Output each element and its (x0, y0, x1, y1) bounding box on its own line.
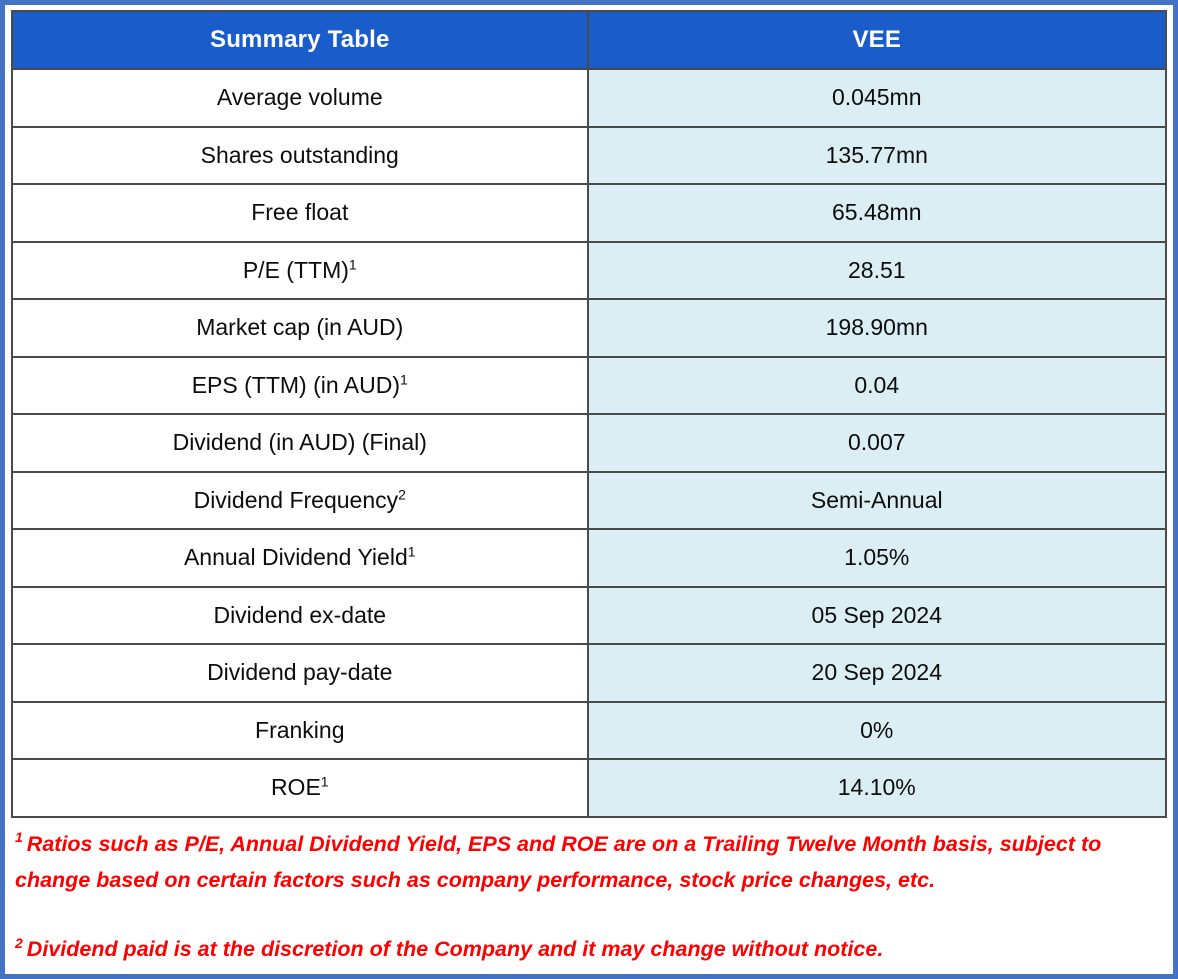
metric-value-cell: 28.51 (586, 240, 1168, 300)
metric-label-cell: EPS (TTM) (in AUD)1 (11, 355, 589, 415)
metric-value: 28.51 (847, 256, 906, 283)
header-row: Summary Table VEE (11, 10, 1168, 70)
table-row: Dividend pay-date 20 Sep 2024 (11, 643, 1168, 703)
metric-value: 65.48mn (832, 199, 922, 226)
header-cell-ticker: VEE (586, 10, 1168, 70)
metric-label: Shares outstanding (200, 141, 399, 168)
table-row: Franking 0% (11, 700, 1168, 760)
metric-label: Dividend ex-date (213, 601, 387, 628)
metric-label: Annual Dividend Yield (183, 544, 408, 571)
metric-label: Free float (251, 199, 349, 226)
metric-value: 0.04 (854, 371, 900, 398)
metric-label-cell: Free float (11, 183, 589, 243)
footnote-superscript: 1 (15, 829, 23, 846)
metric-value: 135.77mn (825, 141, 928, 168)
metric-label: Average volume (216, 84, 383, 111)
metric-value: 20 Sep 2024 (811, 659, 942, 686)
footnote-text: Ratios such as P/E, Annual Dividend Yiel… (15, 831, 1102, 893)
metric-value-cell: 05 Sep 2024 (586, 585, 1168, 645)
footnote: 1 Ratios such as P/E, Annual Dividend Yie… (15, 826, 1163, 900)
metric-value-cell: 1.05% (586, 528, 1168, 588)
metric-value-cell: 0.045mn (586, 68, 1168, 128)
metric-value: 0% (860, 716, 894, 743)
metric-label-superscript: 1 (348, 256, 357, 273)
metric-value: 198.90mn (825, 314, 928, 341)
metric-label: Dividend Frequency (193, 486, 399, 513)
metric-label: EPS (TTM) (in AUD) (191, 371, 400, 398)
table-row: Dividend ex-date 05 Sep 2024 (11, 585, 1168, 645)
metric-label-cell: Average volume (11, 68, 589, 128)
metric-label-superscript: 1 (320, 773, 329, 790)
metric-value: 0.045mn (832, 84, 922, 111)
table-row: Market cap (in AUD) 198.90mn (11, 298, 1168, 358)
table-row: ROE1 14.10% (11, 758, 1168, 818)
table-row: Free float 65.48mn (11, 183, 1168, 243)
table-row: Shares outstanding 135.77mn (11, 125, 1168, 185)
table-row: Annual Dividend Yield1 1.05% (11, 528, 1168, 588)
table-row: P/E (TTM)1 28.51 (11, 240, 1168, 300)
metric-value-cell: 135.77mn (586, 125, 1168, 185)
metric-label: ROE (270, 774, 321, 801)
table-row: EPS (TTM) (in AUD)1 0.04 (11, 355, 1168, 415)
metric-value: Semi-Annual (810, 486, 943, 513)
metric-value: 0.007 (847, 429, 906, 456)
metric-value: 1.05% (844, 544, 910, 571)
metric-label-cell: ROE1 (11, 758, 589, 818)
metric-label: Market cap (in AUD) (196, 314, 404, 341)
table-row: Dividend (in AUD) (Final) 0.007 (11, 413, 1168, 473)
metric-label: Franking (255, 716, 345, 743)
metric-label: Dividend pay-date (207, 659, 393, 686)
metric-value-cell: 65.48mn (586, 183, 1168, 243)
metric-label-superscript: 2 (398, 486, 406, 503)
header-cell-summary-table: Summary Table (11, 10, 589, 70)
metric-value-cell: 0.04 (586, 355, 1168, 415)
metric-label-cell: Dividend pay-date (11, 643, 589, 703)
metric-label-cell: Market cap (in AUD) (11, 298, 589, 358)
metric-label-superscript: 1 (407, 543, 416, 560)
metric-value-cell: 198.90mn (586, 298, 1168, 358)
footnote-superscript: 2 (15, 935, 23, 952)
metric-value: 05 Sep 2024 (811, 601, 942, 628)
metric-label-cell: P/E (TTM)1 (11, 240, 589, 300)
metric-label: Dividend (in AUD) (Final) (172, 429, 427, 456)
summary-table: Summary Table VEE Average volume 0.045mn… (11, 10, 1168, 818)
metric-label-superscript: 1 (400, 371, 408, 388)
table-row: Dividend Frequency2 Semi-Annual (11, 470, 1168, 530)
metric-value-cell: 14.10% (586, 758, 1168, 818)
metric-label-cell: Dividend ex-date (11, 585, 589, 645)
metric-value-cell: 0.007 (586, 413, 1168, 473)
metric-label: P/E (TTM) (242, 256, 349, 283)
footnote-text: Dividend paid is at the discretion of th… (26, 937, 884, 962)
metric-label-cell: Shares outstanding (11, 125, 589, 185)
metric-label-cell: Annual Dividend Yield1 (11, 528, 589, 588)
metric-label-cell: Franking (11, 700, 589, 760)
footnotes-section: 1 Ratios such as P/E, Annual Dividend Yie… (11, 818, 1167, 969)
table-row: Average volume 0.045mn (11, 68, 1168, 128)
metric-label-cell: Dividend (in AUD) (Final) (11, 413, 589, 473)
metric-label-cell: Dividend Frequency2 (11, 470, 589, 530)
metric-value-cell: 0% (586, 700, 1168, 760)
metric-value-cell: Semi-Annual (586, 470, 1168, 530)
footnote: 2 Dividend paid is at the discretion of t… (15, 931, 1163, 968)
metric-value-cell: 20 Sep 2024 (586, 643, 1168, 703)
metric-value: 14.10% (837, 774, 916, 801)
